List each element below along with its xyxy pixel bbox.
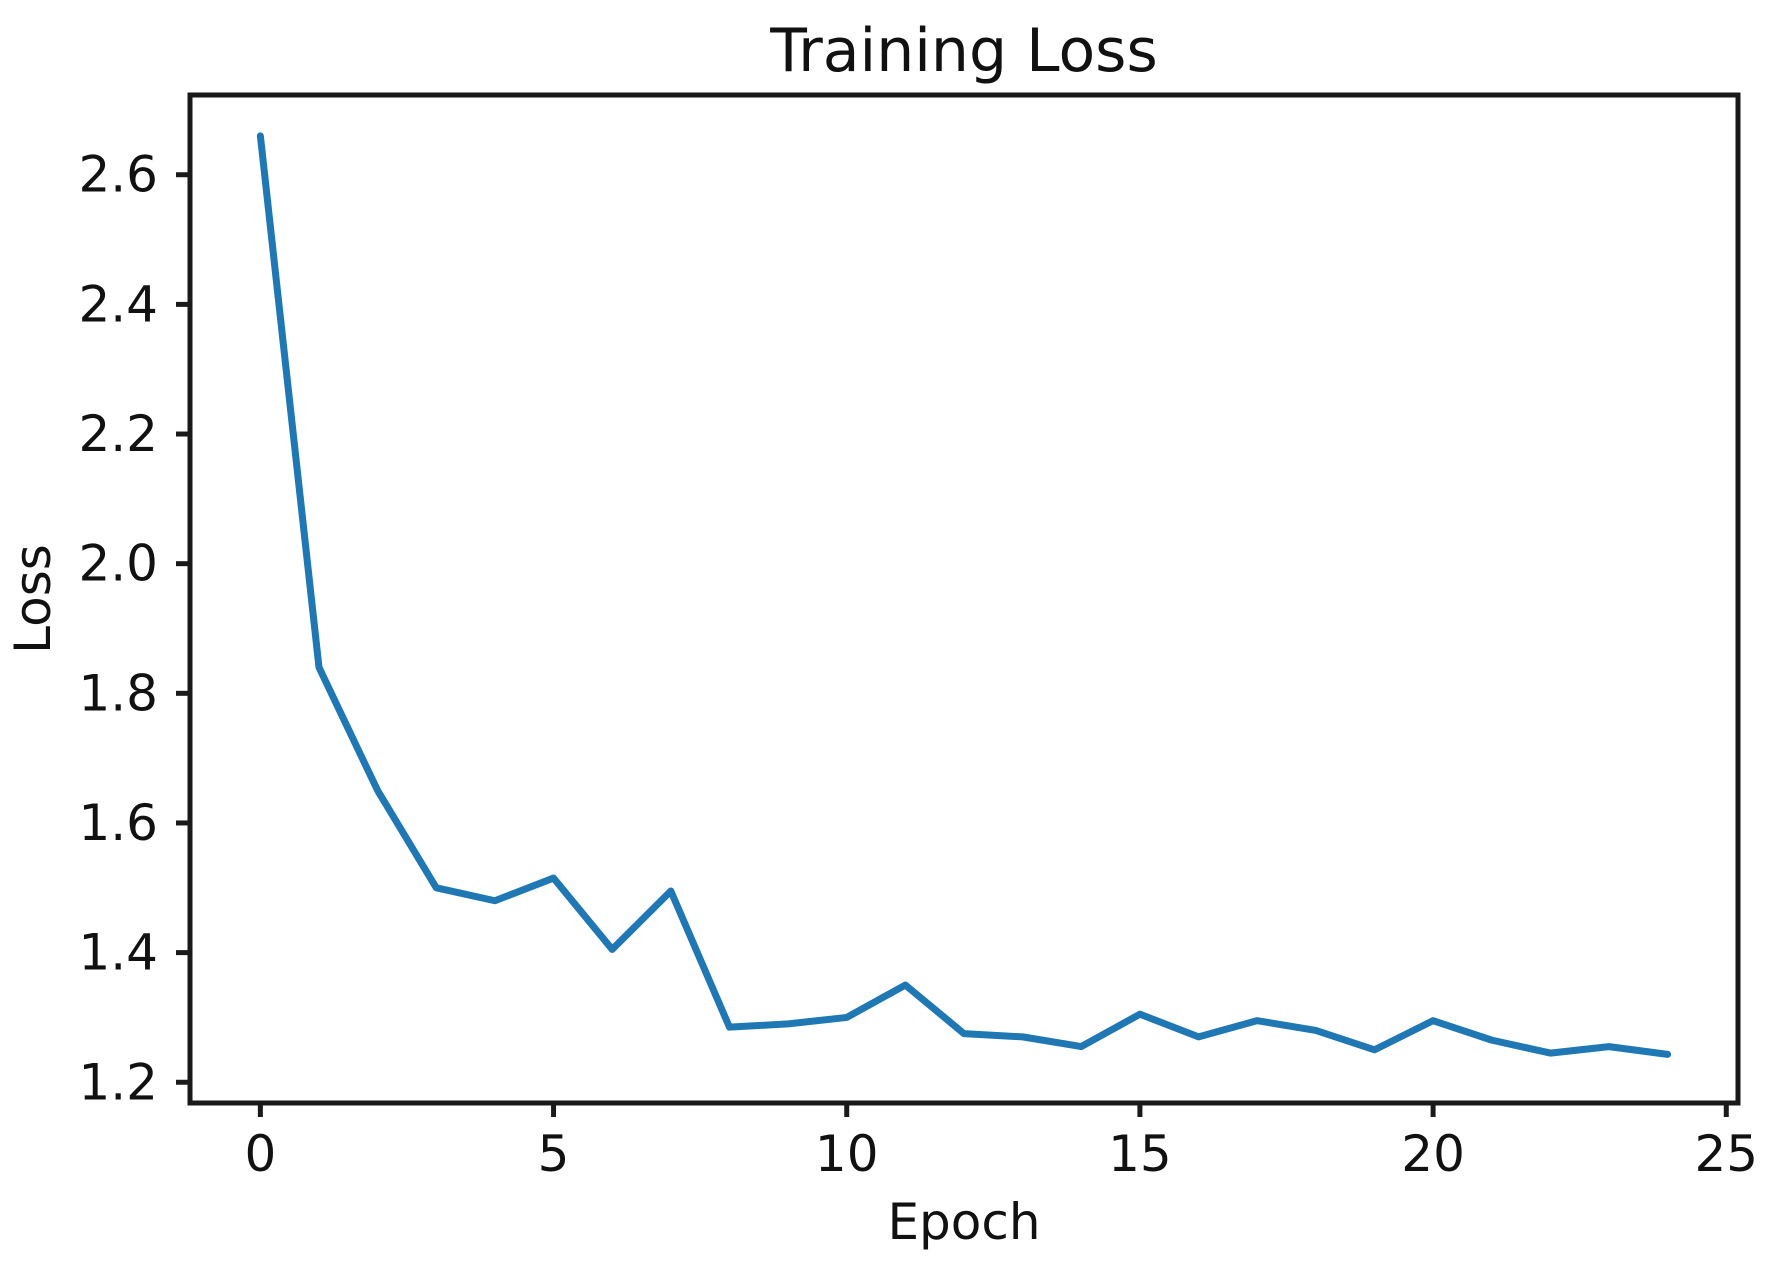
x-tick-label: 0 [244, 1125, 276, 1183]
x-tick-label: 5 [538, 1125, 570, 1183]
chart-title: Training Loss [769, 16, 1157, 86]
x-axis-ticks: 0 5 10 15 20 25 [244, 1103, 1758, 1183]
x-axis-label: Epoch [887, 1193, 1040, 1251]
y-tick-label: 2.0 [78, 535, 158, 593]
y-tick-label: 2.6 [78, 146, 158, 204]
y-tick-label: 1.6 [78, 794, 158, 852]
y-tick-label: 1.8 [78, 664, 158, 722]
x-tick-label: 25 [1694, 1125, 1758, 1183]
y-axis-label: Loss [4, 544, 62, 654]
loss-line [256, 132, 1672, 1058]
y-tick-label: 2.4 [78, 275, 158, 333]
x-tick-label: 10 [815, 1125, 879, 1183]
x-tick-label: 20 [1401, 1125, 1465, 1183]
plot-area-border [187, 92, 1741, 1106]
y-tick-label: 2.2 [78, 405, 158, 463]
x-tick-label: 15 [1108, 1125, 1172, 1183]
y-tick-label: 1.4 [78, 924, 158, 982]
y-tick-label: 1.2 [78, 1053, 158, 1111]
y-axis-ticks: 1.2 1.4 1.6 1.8 2.0 2.2 2.4 2.6 [78, 146, 190, 1111]
